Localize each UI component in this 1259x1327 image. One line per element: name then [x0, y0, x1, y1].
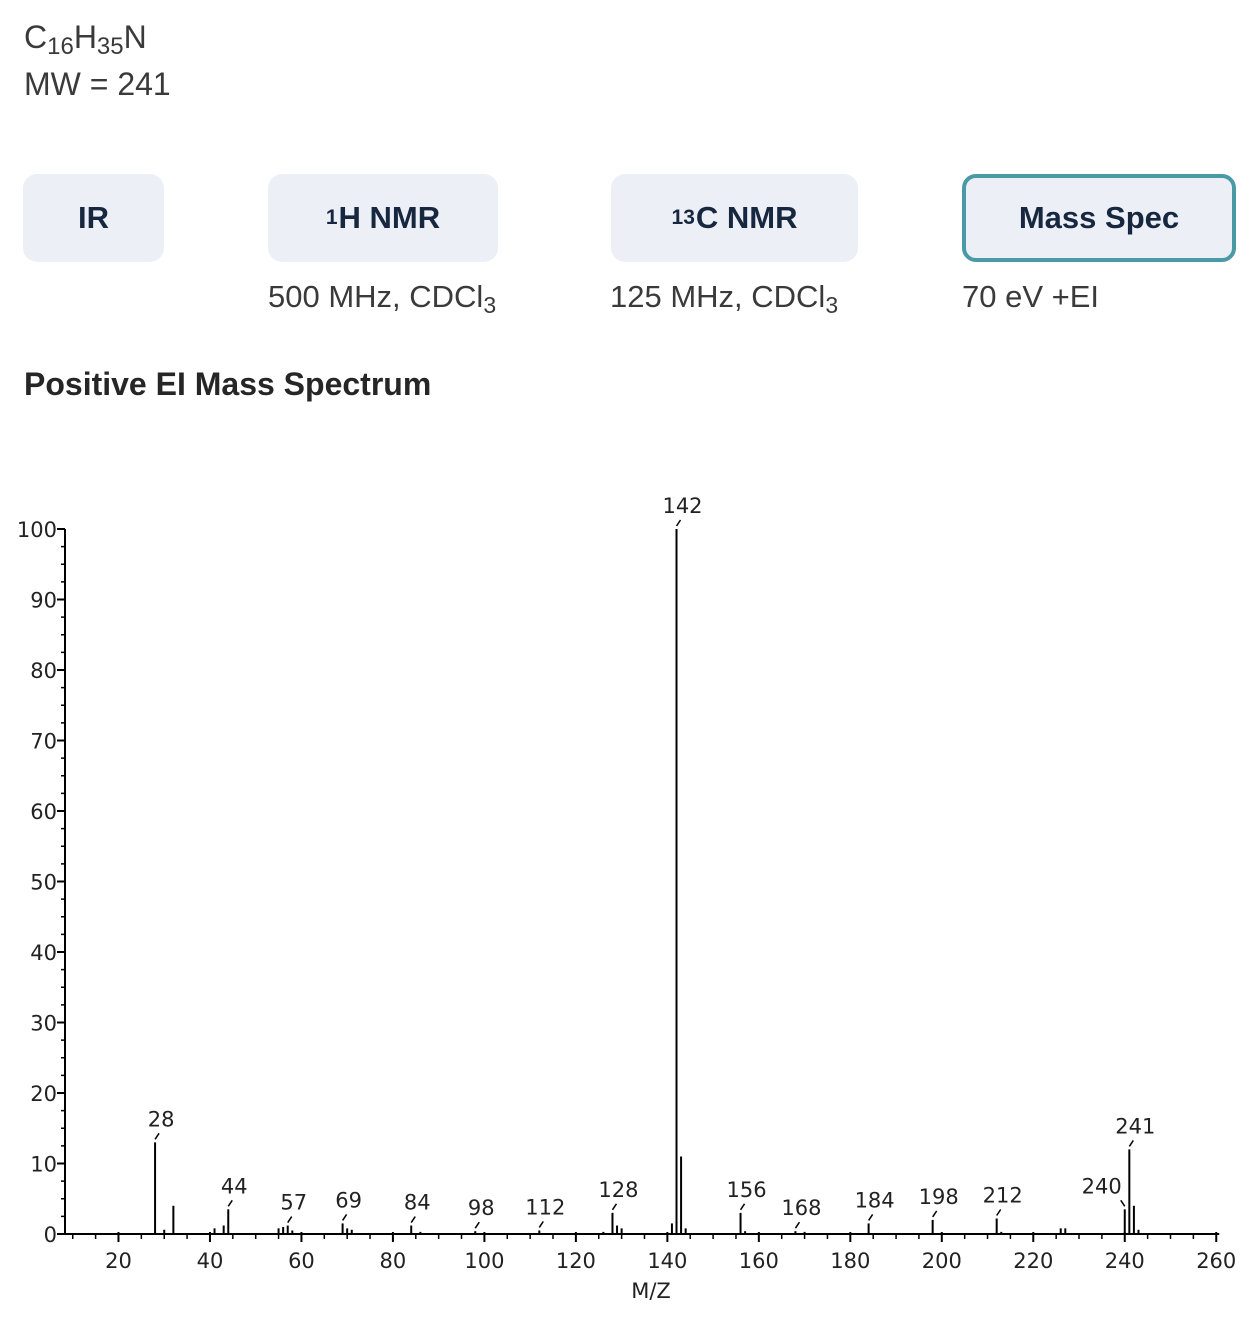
x-tick-label: 240 — [1105, 1249, 1145, 1273]
x-tick-label: 200 — [922, 1249, 962, 1273]
peak-label-leader — [739, 1203, 746, 1211]
peak-label: 69 — [335, 1188, 362, 1212]
formula-nitrogen: N — [123, 19, 147, 55]
y-tick-label: 10 — [30, 1153, 57, 1177]
peak-label-leader — [867, 1214, 874, 1221]
peak-label-leader — [996, 1209, 1002, 1216]
x-axis-label: M/Z — [631, 1279, 671, 1303]
x-tick-label: 160 — [739, 1249, 779, 1273]
peak-label-leader — [675, 519, 682, 527]
formula-carbon-count: 16 — [47, 33, 74, 60]
peak-label: 28 — [148, 1107, 175, 1131]
condition-13c-nmr-subscript: 3 — [825, 292, 839, 318]
peak-label: 84 — [404, 1191, 431, 1215]
formula-hydrogen: H — [73, 19, 97, 55]
condition-mass-spec: 70 eV +EI — [962, 279, 1100, 314]
peak-label-leader — [932, 1210, 938, 1218]
peak-label-leader — [227, 1199, 233, 1207]
peak-label-leader — [1120, 1199, 1126, 1207]
condition-1h-nmr-subscript: 3 — [483, 292, 497, 318]
peak-label-leader — [611, 1203, 618, 1211]
peak-label: 240 — [1082, 1174, 1122, 1198]
y-tick-label: 20 — [30, 1082, 57, 1106]
formula-carbon: C — [24, 19, 48, 55]
peak-label-leader — [474, 1221, 480, 1229]
tab-13c-nmr[interactable]: 13 C NMR — [611, 174, 858, 262]
x-tick-label: 60 — [288, 1249, 315, 1273]
condition-1h-nmr: 500 MHz, CDCl3 — [268, 275, 496, 319]
peak-label-leader — [794, 1221, 801, 1229]
peak-label: 168 — [781, 1196, 821, 1220]
tab-mass-spec[interactable]: Mass Spec — [962, 174, 1236, 262]
condition-13c-nmr: 125 MHz, CDCl3 — [610, 275, 838, 319]
peak-label-leader — [1128, 1139, 1134, 1147]
molecular-weight: MW = 241 — [24, 66, 171, 102]
peak-label: 212 — [983, 1183, 1023, 1207]
y-tick-label: 70 — [30, 730, 57, 754]
peak-label: 128 — [598, 1178, 638, 1202]
mass-spectrum-chart: 20 40 60 80 100 120 140 160 180 200 220 240 260 0 10 20… — [17, 494, 1236, 1303]
tab-mass-spec-label: Mass Spec — [1018, 200, 1180, 235]
peak-label: 57 — [280, 1191, 307, 1215]
peak-label: 198 — [919, 1185, 959, 1209]
y-tick-label: 90 — [30, 589, 57, 613]
x-tick-label: 120 — [556, 1249, 596, 1273]
tab-1h-nmr-label: H NMR — [338, 200, 441, 235]
x-tick-label: 20 — [105, 1249, 132, 1273]
chart-peak-labels: 28 44 57 69 84 98 112 128 142 156 168 184 198 212 240 2… — [148, 494, 1155, 1229]
condition-1h-nmr-text: 500 MHz, CDCl — [268, 279, 484, 314]
formula-hydrogen-count: 35 — [96, 33, 124, 60]
chart-axes: 20 40 60 80 100 120 140 160 180 200 220 240 260 0 10 20… — [17, 518, 1236, 1273]
condition-13c-nmr-text: 125 MHz, CDCl — [610, 279, 826, 314]
peak-label-leader — [287, 1216, 293, 1223]
y-tick-label: 80 — [30, 659, 57, 683]
peak-label: 241 — [1115, 1114, 1155, 1138]
chart-peaks — [154, 529, 1140, 1234]
peak-label: 98 — [468, 1196, 495, 1220]
peak-label-leader — [538, 1221, 544, 1228]
molecular-formula: C16H35N — [24, 12, 147, 62]
peak-label: 184 — [855, 1188, 895, 1212]
tab-ir-label: IR — [78, 200, 109, 235]
tab-ir[interactable]: IR — [23, 174, 164, 262]
peak-label-leader — [341, 1214, 348, 1221]
y-tick-label: 100 — [17, 518, 57, 542]
peak-label-leader — [154, 1132, 160, 1140]
x-tick-label: 140 — [647, 1249, 687, 1273]
x-tick-label: 40 — [197, 1249, 224, 1273]
y-tick-label: 30 — [30, 1012, 57, 1036]
tab-13c-nmr-label: C NMR — [695, 200, 798, 235]
x-tick-label: 180 — [830, 1249, 870, 1273]
y-tick-label: 40 — [30, 941, 57, 965]
y-tick-label: 0 — [44, 1223, 57, 1247]
peak-label-leader — [410, 1216, 416, 1223]
x-tick-label: 220 — [1013, 1249, 1053, 1273]
section-title: Positive EI Mass Spectrum — [24, 366, 432, 402]
x-tick-label: 80 — [380, 1249, 407, 1273]
y-tick-label: 60 — [30, 800, 57, 824]
y-tick-label: 50 — [30, 871, 57, 895]
x-tick-label: 100 — [464, 1249, 504, 1273]
peak-label: 112 — [525, 1195, 565, 1219]
peak-label: 44 — [221, 1174, 248, 1198]
peak-label: 156 — [726, 1178, 766, 1202]
x-tick-label: 260 — [1196, 1249, 1236, 1273]
peak-label: 142 — [662, 494, 702, 518]
